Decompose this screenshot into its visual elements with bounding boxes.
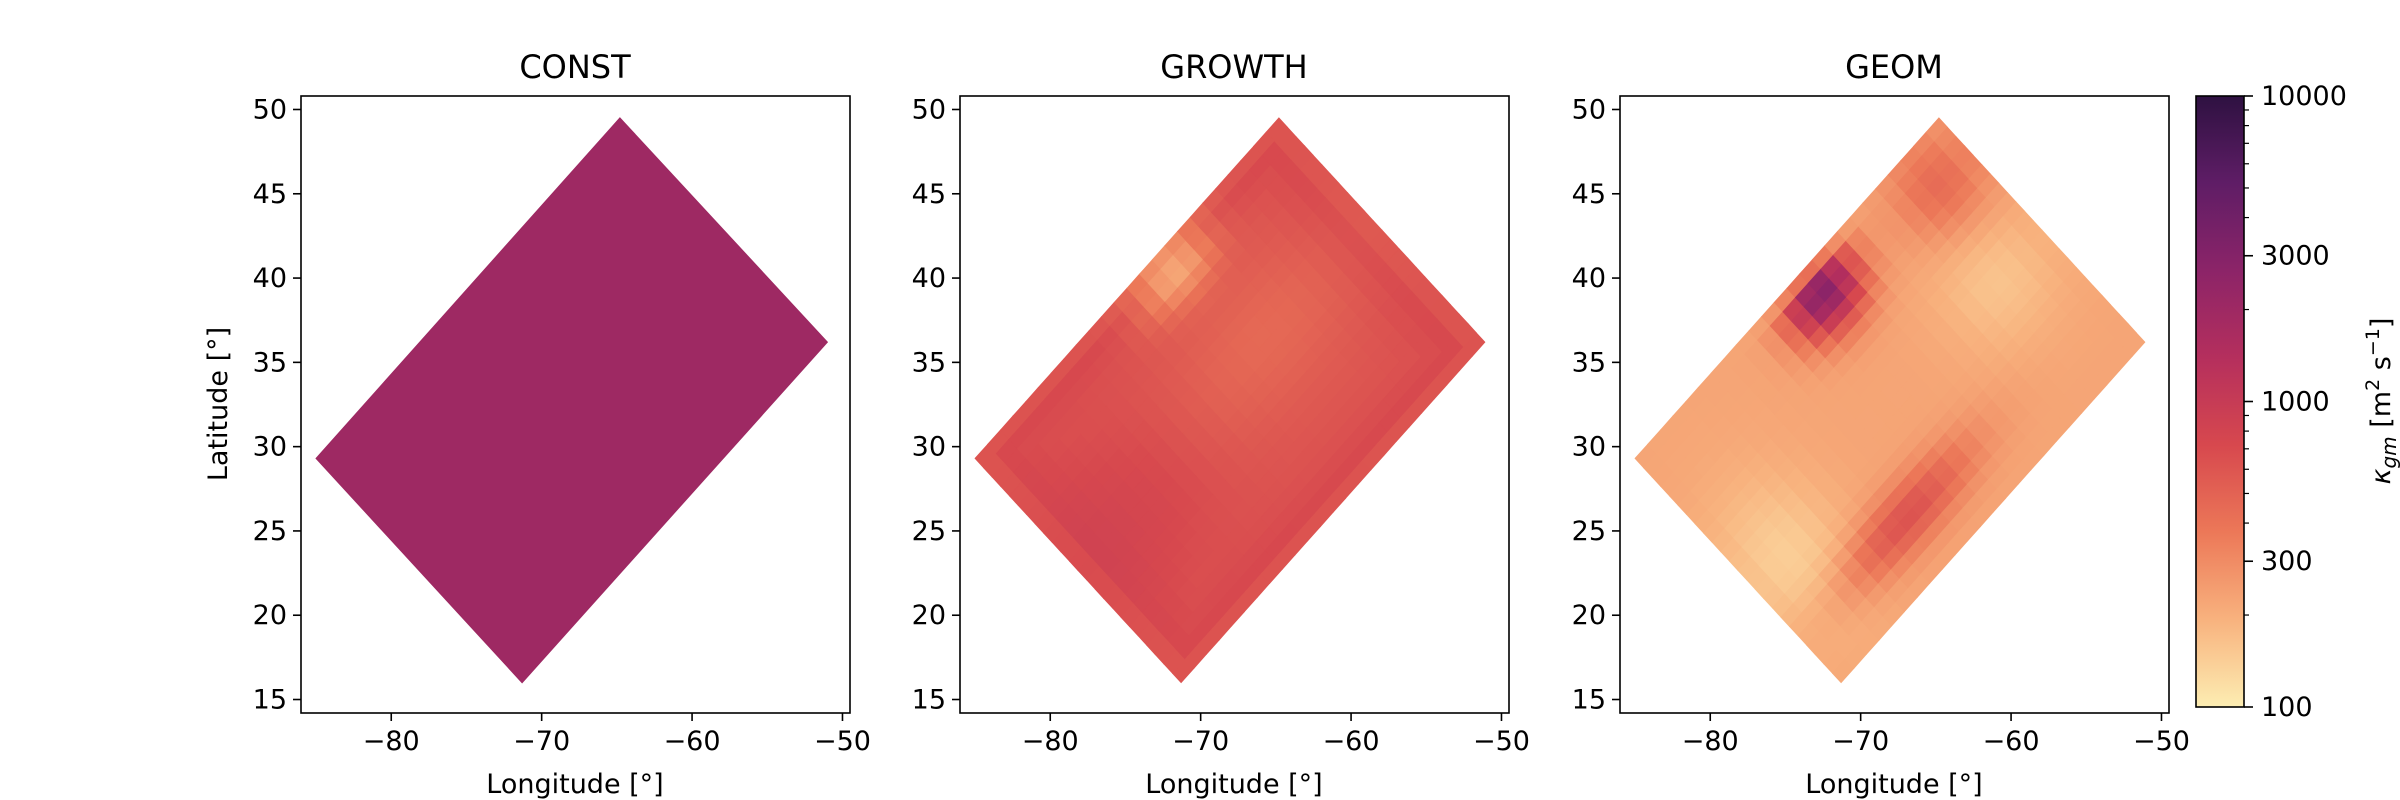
colorbar-ticks: 100 300 1000 3000 10000 [2244,81,2347,723]
colorbar-label: κgm [m2 s−1] [2362,318,2400,485]
colorbar-fill [2196,96,2244,707]
heatmap-area [315,117,829,684]
y-tick-label: 25 [1572,516,1606,547]
x-tick-label: −60 [1983,726,2040,757]
x-axis: −80 −70 −60 −50 [363,713,871,757]
x-axis-label: Longitude [°] [1805,769,1982,800]
y-tick-label: 15 [253,685,287,716]
y-tick-label: 15 [912,685,946,716]
panel-growth: GROWTH −80 −70 −60 −50 15 20 25 30 35 40 45 50 Lon… [912,48,1530,800]
heatmap-cell [1463,332,1486,357]
y-tick-label: 40 [1572,263,1606,294]
axes-frame [959,95,1510,714]
y-tick-label: 50 [253,94,287,125]
x-axis-label: Longitude [°] [1145,769,1322,800]
x-tick-label: −80 [363,726,420,757]
panel-title: GROWTH [1160,48,1307,86]
x-tick-label: −70 [513,726,570,757]
panel-title: GEOM [1845,48,1943,86]
heatmap-region [315,117,829,684]
panel-const: CONST −80 −70 −60 −50 15 20 25 30 35 40 45 50 Long… [203,48,871,800]
colorbar-tick-label: 3000 [2261,241,2330,272]
y-tick-label: 25 [912,516,946,547]
y-tick-label: 35 [1572,347,1606,378]
x-tick-label: −50 [1473,726,1530,757]
y-tick-label: 30 [253,432,287,463]
heatmap-area [1634,117,2146,684]
y-tick-label: 40 [253,263,287,294]
y-tick-label: 35 [912,347,946,378]
y-tick-label: 30 [912,432,946,463]
panel-geom: GEOM −80 −70 −60 −50 15 20 25 30 35 40 45 50 Longi… [1572,48,2190,800]
y-tick-label: 45 [253,179,287,210]
x-tick-label: −80 [1022,726,1079,757]
y-tick-label: 15 [1572,685,1606,716]
x-axis: −80 −70 −60 −50 [1682,713,2190,757]
y-tick-label: 20 [253,600,287,631]
y-tick-label: 50 [1572,94,1606,125]
y-tick-label: 45 [912,179,946,210]
y-axis: 15 20 25 30 35 40 45 50 [1572,94,1620,716]
x-tick-label: −70 [1832,726,1889,757]
colorbar-tick-label: 10000 [2261,81,2347,112]
panel-title: CONST [519,48,631,86]
x-tick-label: −60 [1323,726,1380,757]
x-tick-label: −50 [814,726,871,757]
colorbar-tick-label: 100 [2261,692,2313,723]
y-tick-label: 50 [912,94,946,125]
heatmap-area [974,117,1486,684]
y-axis: 15 20 25 30 35 40 45 50 [912,94,960,716]
axes-frame [300,95,851,714]
colorbar-tick-label: 300 [2261,546,2313,577]
x-axis-label: Longitude [°] [486,769,663,800]
y-tick-label: 35 [253,347,287,378]
x-tick-label: −80 [1682,726,1739,757]
y-tick-label: 45 [1572,179,1606,210]
y-tick-label: 25 [253,516,287,547]
axes-frame [1619,95,2170,714]
colorbar-tick-label: 1000 [2261,387,2330,418]
y-tick-label: 20 [912,600,946,631]
x-tick-label: −50 [2133,726,2190,757]
y-tick-label: 30 [1572,432,1606,463]
x-tick-label: −70 [1172,726,1229,757]
y-tick-label: 40 [912,263,946,294]
y-axis-label: Latitude [°] [203,327,234,481]
heatmap-cell [2123,332,2146,357]
x-tick-label: −60 [664,726,721,757]
x-axis: −80 −70 −60 −50 [1022,713,1530,757]
y-axis: 15 20 25 30 35 40 45 50 [253,94,301,716]
y-tick-label: 20 [1572,600,1606,631]
colorbar: 100 300 1000 3000 10000 κgm [m2 s−1] [2195,81,2400,723]
